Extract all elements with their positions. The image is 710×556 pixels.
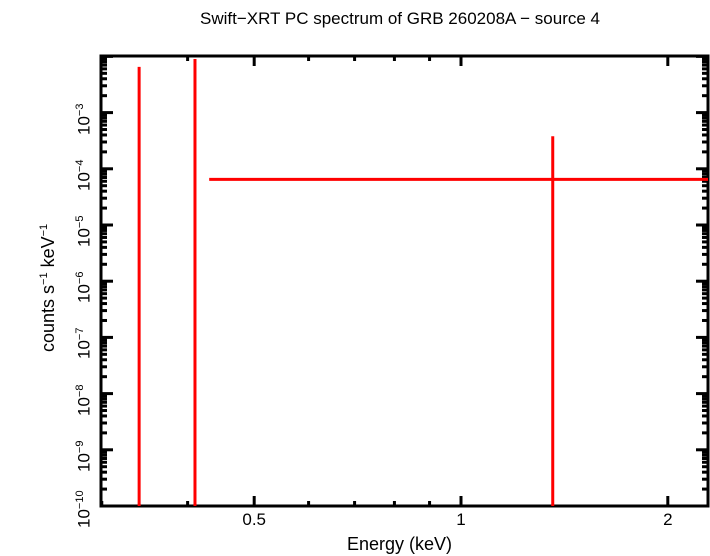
y-tick-label: 10−8 [74, 384, 94, 416]
data-series [137, 58, 708, 506]
y-tick-label: 10−9 [74, 440, 94, 472]
x-tick-label: 0.5 [242, 510, 267, 529]
y-tick-label: 10−10 [74, 490, 94, 528]
x-axis-label: Energy (keV) [347, 534, 453, 554]
y-tick-label: 10−3 [74, 103, 94, 135]
y-tick-label: 10−4 [74, 159, 94, 191]
x-tick-label: 1 [456, 510, 466, 529]
y-tick-label: 10−7 [74, 327, 94, 360]
plot-frame [99, 54, 710, 508]
y-axis-label: counts s−1 keV−1 [38, 223, 58, 352]
chart-title: Swift−XRT PC spectrum of GRB 260208A − s… [199, 9, 600, 28]
x-tick-label: 2 [663, 510, 673, 529]
y-tick-label: 10−6 [74, 271, 94, 304]
y-tick-label: 10−5 [74, 215, 94, 247]
axis-ticks [100, 54, 708, 508]
